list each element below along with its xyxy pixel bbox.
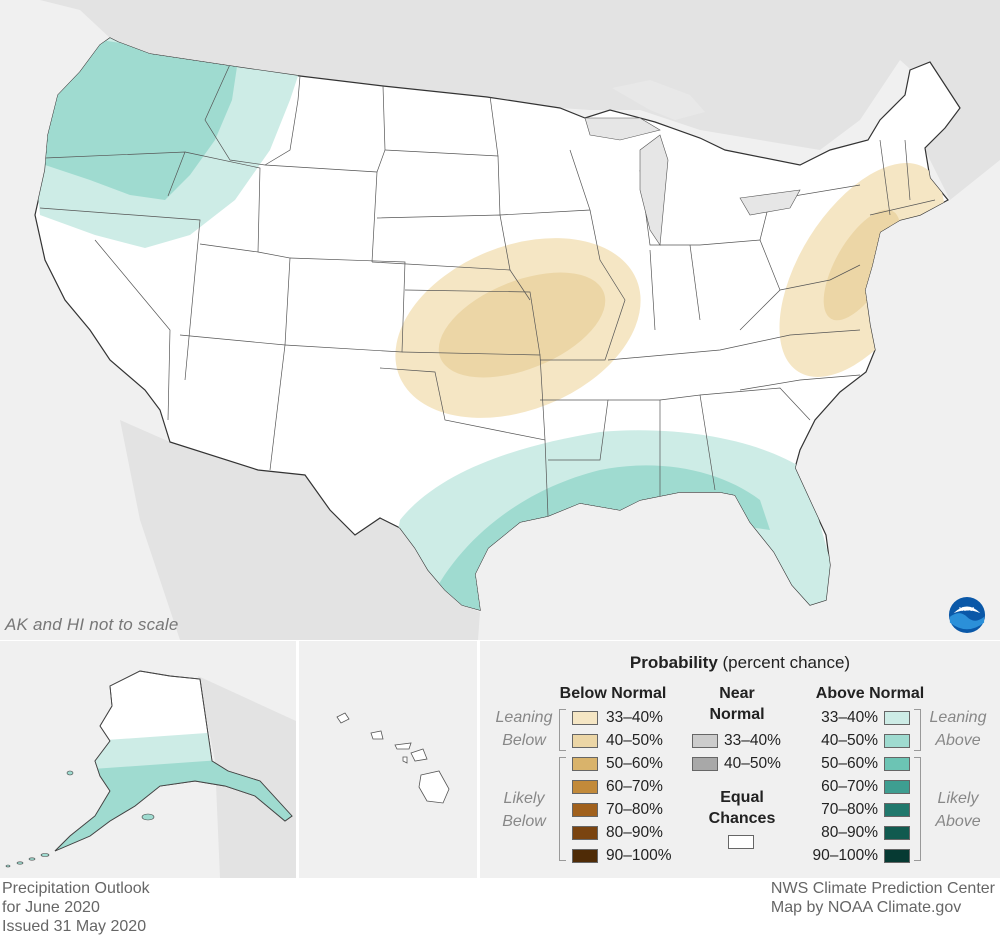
pnw-likely-above-area <box>35 40 238 200</box>
below-legend-label: 80–90% <box>606 824 663 841</box>
below-legend-item: 70–80% <box>572 799 663 821</box>
below-legend-swatch <box>572 849 598 863</box>
equal-chances-heading: Equal Chances <box>708 789 776 827</box>
near-legend-item: 40–50% <box>692 753 781 775</box>
above-legend-item: 70–80% <box>802 799 910 821</box>
mexico-land <box>120 420 480 640</box>
below-legend-item: 40–50% <box>572 730 663 752</box>
molokai <box>394 742 412 750</box>
below-legend-label: 33–40% <box>606 709 663 726</box>
above-legend-label: 80–90% <box>821 824 878 841</box>
near-legend-swatch <box>692 734 718 748</box>
lake-erie <box>739 189 801 216</box>
leaning-above-bracket <box>914 709 921 751</box>
oahu <box>370 730 384 740</box>
aleutian-islands <box>5 770 155 868</box>
above-legend-label: 60–70% <box>821 778 878 795</box>
likely-above-bracket <box>914 757 921 861</box>
equal-chances-swatch <box>728 835 754 849</box>
above-legend-label: 70–80% <box>821 801 878 818</box>
footer-period: for June 2020 <box>2 899 100 916</box>
footer-left: Precipitation Outlook for June 2020 Issu… <box>2 879 150 936</box>
lake-superior <box>584 117 661 141</box>
likely-below-label: Likely Below <box>502 790 546 830</box>
below-legend-label: 50–60% <box>606 755 663 772</box>
above-legend-item: 90–100% <box>802 845 910 867</box>
above-legend-label: 90–100% <box>812 847 878 864</box>
below-legend-item: 60–70% <box>572 776 663 798</box>
hawaii-map-svg <box>336 712 450 804</box>
legend: Probability (percent chance) Below Norma… <box>480 641 1000 878</box>
above-legend-item: 60–70% <box>802 776 910 798</box>
above-legend-item: 80–90% <box>802 822 910 844</box>
great-lakes <box>612 80 705 120</box>
below-legend-label: 60–70% <box>606 778 663 795</box>
below-legend-swatch <box>572 734 598 748</box>
scale-note: AK and HI not to scale <box>5 615 179 634</box>
above-legend-item: 40–50% <box>802 730 910 752</box>
canada-land <box>0 0 1000 200</box>
above-legend-item: 50–60% <box>802 753 910 775</box>
above-legend-swatch <box>884 757 910 771</box>
hawaiian-islands <box>336 712 450 804</box>
leaning-below-label: Leaning Below <box>495 709 553 749</box>
below-legend-swatch <box>572 757 598 771</box>
below-normal-heading: Below Normal <box>559 685 667 702</box>
near-legend-swatch <box>692 757 718 771</box>
near-legend-label: 33–40% <box>724 732 781 749</box>
leaning-below-bracket <box>559 709 566 751</box>
below-legend-label: 70–80% <box>606 801 663 818</box>
above-legend-label: 40–50% <box>821 732 878 749</box>
above-legend-swatch <box>884 826 910 840</box>
above-legend-swatch <box>884 803 910 817</box>
footer-credit-map: Map by NOAA Climate.gov <box>770 899 962 916</box>
lanai <box>402 756 408 764</box>
conus-map: AK and HI not to scale NOAA <box>0 0 1000 640</box>
below-legend-item: 80–90% <box>572 822 663 844</box>
below-legend-swatch <box>572 803 598 817</box>
above-legend-swatch <box>884 734 910 748</box>
footer-credit-center: NWS Climate Prediction Center <box>770 880 995 897</box>
legend-title: Probability (percent chance) <box>629 653 851 672</box>
below-legend-swatch <box>572 780 598 794</box>
likely-below-bracket <box>559 757 566 861</box>
lake-michigan <box>639 134 669 246</box>
above-legend-item: 33–40% <box>802 707 910 729</box>
likely-above-label: Likely Above <box>935 790 981 830</box>
near-legend-item: 33–40% <box>692 730 781 752</box>
below-legend-item: 33–40% <box>572 707 663 729</box>
below-legend-label: 90–100% <box>606 847 672 864</box>
footer-title: Precipitation Outlook <box>2 880 150 897</box>
hawaii-inset <box>299 641 477 878</box>
big-island <box>418 770 450 804</box>
below-legend-item: 50–60% <box>572 753 663 775</box>
above-legend-swatch <box>884 711 910 725</box>
near-normal-heading: Near Normal <box>709 685 765 723</box>
conus-map-svg <box>0 0 1000 640</box>
below-legend-label: 40–50% <box>606 732 663 749</box>
below-legend-swatch <box>572 711 598 725</box>
below-legend-item: 90–100% <box>572 845 672 867</box>
leaning-above-label: Leaning Above <box>929 709 987 749</box>
near-legend-label: 40–50% <box>724 755 781 772</box>
noaa-logo: NOAA <box>948 596 986 634</box>
above-normal-heading: Above Normal <box>815 685 925 702</box>
below-legend-swatch <box>572 826 598 840</box>
maui <box>410 748 428 762</box>
alaska-inset <box>0 641 296 878</box>
state-borders <box>39 59 936 517</box>
central-plains-likely-below-area <box>438 272 606 378</box>
alaska-map-svg <box>5 670 296 878</box>
above-legend-swatch <box>884 849 910 863</box>
above-legend-swatch <box>884 780 910 794</box>
above-legend-label: 33–40% <box>821 709 878 726</box>
kauai <box>336 712 350 724</box>
footer-issued: Issued 31 May 2020 <box>2 918 147 935</box>
footer-right: NWS Climate Prediction Center Map by NOA… <box>771 879 995 917</box>
noaa-logo-text: NOAA <box>959 607 975 613</box>
above-legend-label: 50–60% <box>821 755 878 772</box>
